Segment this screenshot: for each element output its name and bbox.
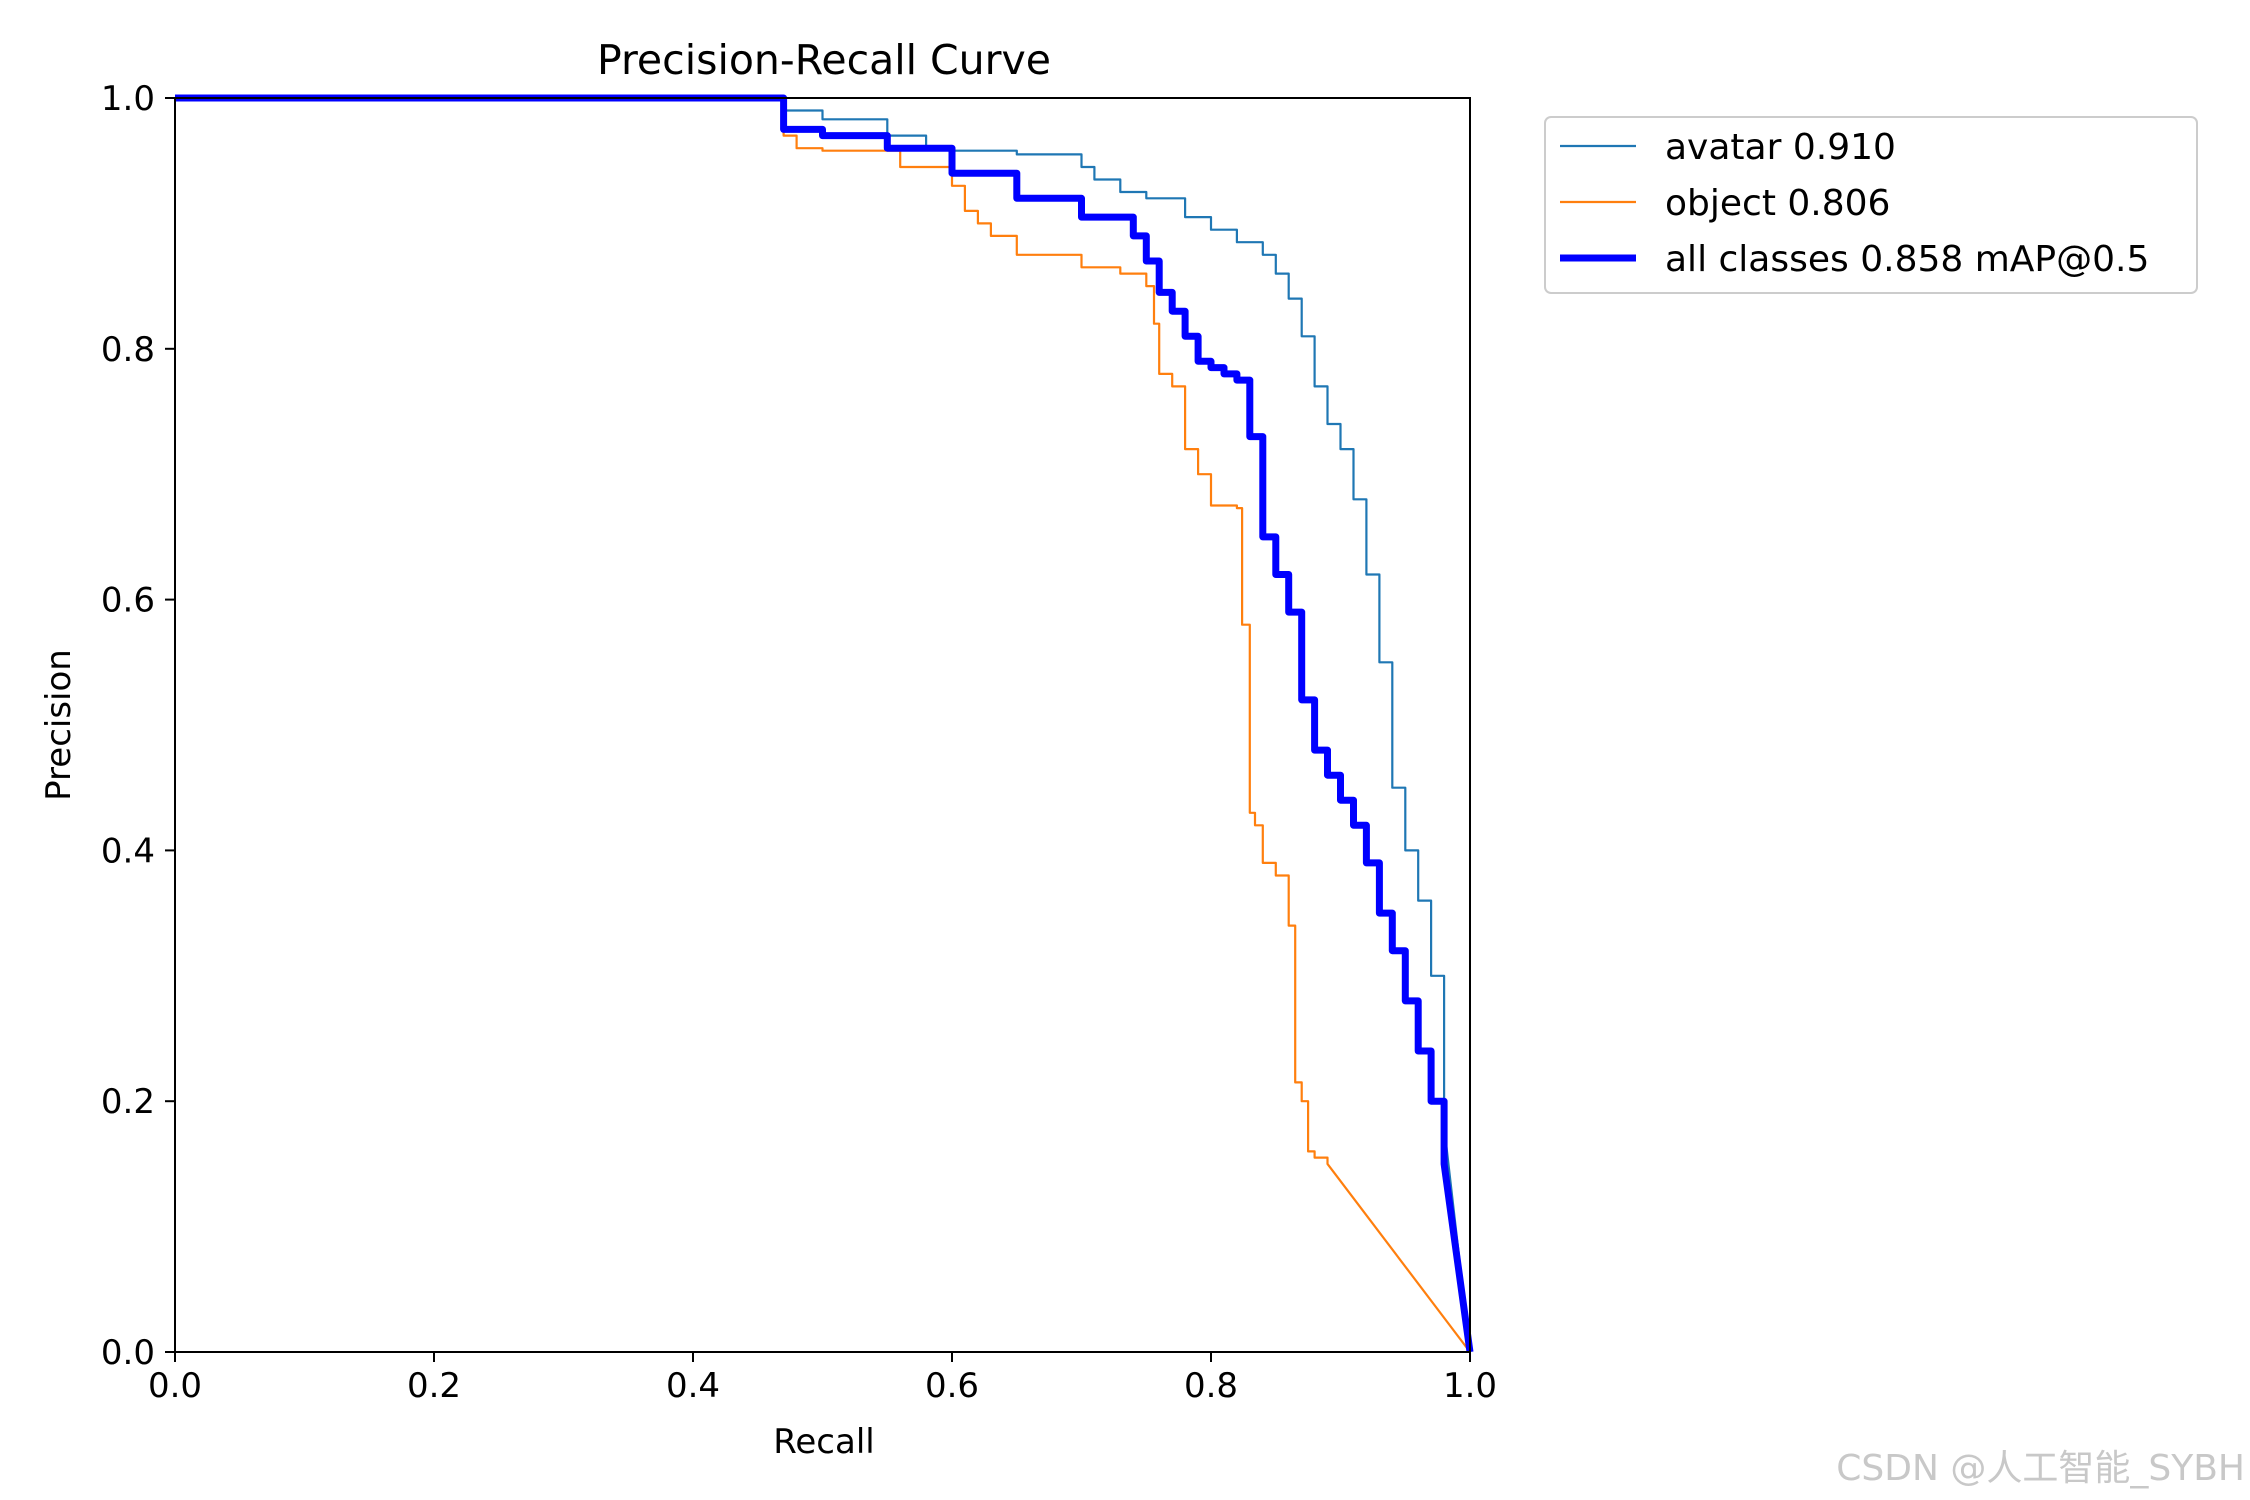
series-layer [175, 94, 1474, 1353]
x-tick-label: 0.6 [925, 1366, 979, 1406]
x-tick-label: 0.0 [148, 1366, 202, 1406]
x-axis: 0.0 0.2 0.4 0.6 0.8 1.0 [148, 1352, 1497, 1406]
y-tick-label: 1.0 [101, 79, 155, 119]
series-line-1 [175, 96, 1471, 1353]
y-tick-label: 0.8 [101, 330, 155, 370]
y-tick-label: 0.6 [101, 581, 155, 621]
x-axis-label: Recall [773, 1422, 874, 1462]
legend-label: avatar 0.910 [1665, 127, 1896, 168]
x-tick-label: 0.8 [1184, 1366, 1238, 1406]
legend-label: object 0.806 [1665, 183, 1890, 224]
legend-box [1544, 116, 2198, 294]
y-tick-label: 0.4 [101, 831, 155, 871]
watermark: CSDN @人工智能_SYBH [1836, 1448, 2245, 1489]
legend-label: all classes 0.858 mAP@0.5 [1665, 239, 2149, 280]
x-tick-label: 0.4 [666, 1366, 720, 1406]
plot-frame [174, 97, 1471, 1353]
x-tick-label: 1.0 [1443, 1366, 1497, 1406]
y-axis: 0.0 0.2 0.4 0.6 0.8 1.0 [101, 79, 175, 1373]
plot-area [174, 94, 1474, 1353]
legend: avatar 0.910 object 0.806 all classes 0.85… [1544, 116, 2198, 294]
y-tick-label: 0.0 [101, 1333, 155, 1373]
x-tick-label: 0.2 [407, 1366, 461, 1406]
series-line-2 [175, 94, 1474, 1353]
chart-title: Precision-Recall Curve [597, 36, 1051, 84]
y-tick-label: 0.2 [101, 1082, 155, 1122]
y-axis-label: Precision [39, 649, 79, 801]
